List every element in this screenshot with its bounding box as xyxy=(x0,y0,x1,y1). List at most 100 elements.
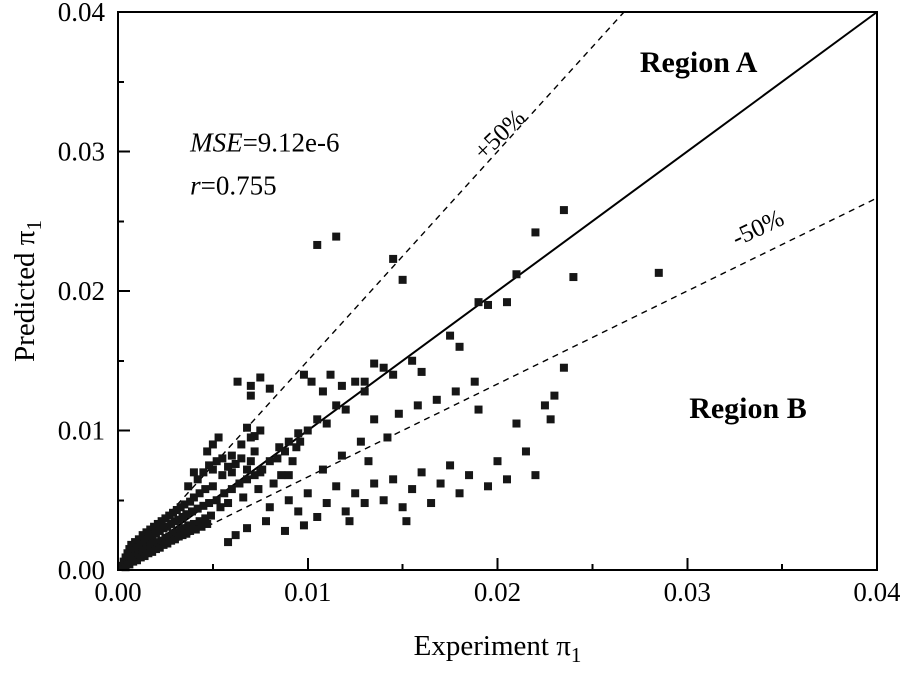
data-point xyxy=(294,507,303,516)
y-tick-label: 0.00 xyxy=(58,555,105,585)
data-point xyxy=(345,517,354,526)
data-point xyxy=(313,512,322,521)
data-point xyxy=(303,426,312,435)
data-point xyxy=(243,524,252,533)
data-point xyxy=(322,419,331,428)
data-point xyxy=(299,521,308,530)
data-point xyxy=(550,391,559,400)
data-point xyxy=(182,510,191,519)
data-point xyxy=(280,447,289,456)
data-point xyxy=(394,409,403,418)
data-point xyxy=(237,440,246,449)
data-point xyxy=(654,268,663,277)
minus50-line-label: -50% xyxy=(728,205,788,252)
data-point xyxy=(370,479,379,488)
data-point xyxy=(186,526,195,535)
data-point xyxy=(436,479,445,488)
data-point xyxy=(446,331,455,340)
data-point xyxy=(512,419,521,428)
data-point xyxy=(417,367,426,376)
data-point xyxy=(370,415,379,424)
data-point xyxy=(265,384,274,393)
data-point xyxy=(294,429,303,438)
data-point xyxy=(189,519,198,528)
data-point xyxy=(284,437,293,446)
data-point xyxy=(216,503,225,512)
data-point xyxy=(189,493,198,502)
data-point xyxy=(203,519,212,528)
data-point xyxy=(284,496,293,505)
data-point xyxy=(531,471,540,480)
data-point xyxy=(569,273,578,282)
data-point xyxy=(180,500,189,509)
data-point xyxy=(540,401,549,410)
plus50-line-label: +50% xyxy=(469,104,531,165)
data-point xyxy=(201,485,210,494)
data-point xyxy=(246,381,255,390)
stat-r: r=0.755 xyxy=(190,171,276,201)
data-point xyxy=(208,482,217,491)
data-point xyxy=(313,415,322,424)
data-point xyxy=(203,447,212,456)
data-point xyxy=(413,401,422,410)
data-point xyxy=(191,525,200,534)
y-tick-label: 0.03 xyxy=(58,137,105,167)
data-point xyxy=(275,443,284,452)
data-point xyxy=(332,401,341,410)
data-point xyxy=(197,522,206,531)
data-point xyxy=(451,387,460,396)
data-point xyxy=(193,475,202,484)
data-point xyxy=(250,447,259,456)
plus50-line xyxy=(117,11,625,571)
data-point xyxy=(341,405,350,414)
data-point xyxy=(559,206,568,215)
data-point xyxy=(233,377,242,386)
data-point xyxy=(254,485,263,494)
plot-frame xyxy=(117,11,878,571)
region-a-label: Region A xyxy=(640,46,758,79)
data-point xyxy=(360,499,369,508)
data-point xyxy=(243,423,252,432)
data-point xyxy=(206,511,215,520)
data-point xyxy=(502,475,511,484)
x-axis-label: Experiment π1 xyxy=(414,630,582,667)
data-point xyxy=(408,485,417,494)
stat-mse: MSE=9.12e-6 xyxy=(189,128,339,158)
data-point xyxy=(256,426,265,435)
data-point xyxy=(269,479,278,488)
data-point xyxy=(208,440,217,449)
data-point xyxy=(474,405,483,414)
data-point xyxy=(296,437,305,446)
data-point xyxy=(218,454,227,463)
data-point xyxy=(360,377,369,386)
data-point xyxy=(313,240,322,249)
data-point xyxy=(484,482,493,491)
data-point xyxy=(389,370,398,379)
data-point xyxy=(195,517,204,526)
data-point xyxy=(224,499,233,508)
data-point xyxy=(227,485,236,494)
data-point xyxy=(417,468,426,477)
data-point xyxy=(243,465,252,474)
data-point xyxy=(273,454,282,463)
data-point xyxy=(208,465,217,474)
data-point xyxy=(398,275,407,284)
data-point xyxy=(184,482,193,491)
data-point xyxy=(332,232,341,241)
data-point xyxy=(465,471,474,480)
data-point xyxy=(427,499,436,508)
data-point xyxy=(237,454,246,463)
data-point xyxy=(201,514,210,523)
data-point xyxy=(512,270,521,279)
data-point xyxy=(292,443,301,452)
data-point xyxy=(307,377,316,386)
data-point xyxy=(199,468,208,477)
data-point xyxy=(360,387,369,396)
data-point xyxy=(318,387,327,396)
data-point xyxy=(220,489,229,498)
data-point xyxy=(256,373,265,382)
data-point xyxy=(123,549,132,558)
